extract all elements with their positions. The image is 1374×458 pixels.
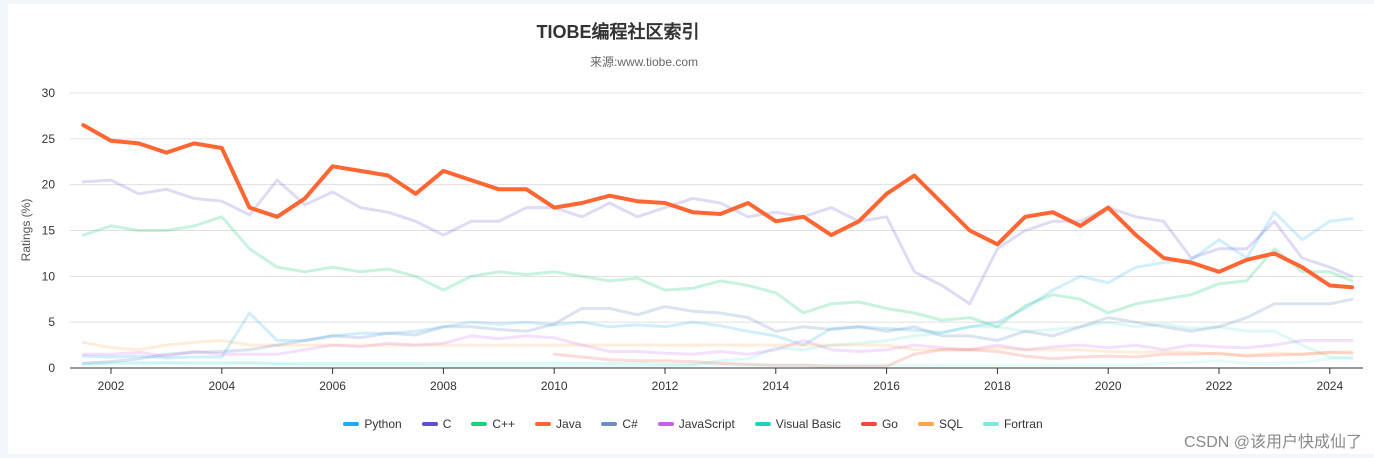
- legend-item-java[interactable]: Java: [535, 417, 581, 431]
- x-tick-label: 2022: [1206, 379, 1233, 393]
- legend-label: C++: [492, 417, 516, 431]
- legend-item-c-[interactable]: C++: [471, 417, 515, 431]
- x-tick-label: 2016: [873, 379, 900, 393]
- legend-swatch-icon: [754, 422, 771, 426]
- series-line-python[interactable]: [81, 210, 1354, 360]
- x-tick-label: 2012: [652, 379, 679, 393]
- legend-item-c-[interactable]: C#: [601, 417, 638, 431]
- y-tick-label: 5: [48, 315, 55, 329]
- legend-label: C#: [622, 417, 638, 431]
- series-line-sql[interactable]: [81, 339, 1354, 357]
- chart-card: [8, 4, 1374, 454]
- legend-label: JavaScript: [678, 417, 735, 431]
- legend-label: Java: [556, 417, 582, 431]
- series-lines: [81, 123, 1354, 368]
- y-tick-label: 20: [42, 178, 56, 192]
- legend-item-fortran[interactable]: Fortran: [982, 417, 1043, 431]
- legend-item-javascript[interactable]: JavaScript: [657, 417, 735, 431]
- y-tick-label: 25: [42, 132, 56, 146]
- y-axis: 0 5 10 15 20 25 30: [42, 86, 56, 375]
- x-tick-label: 2008: [430, 379, 457, 393]
- chart-legend: Python C C++ Java C# JavaScript Visual Basic Go…: [0, 417, 1374, 431]
- legend-item-sql[interactable]: SQL: [917, 417, 963, 431]
- legend-item-visual-basic[interactable]: Visual Basic: [754, 417, 841, 431]
- legend-label: Visual Basic: [775, 417, 841, 431]
- legend-label: Fortran: [1003, 417, 1043, 431]
- legend-swatch-icon: [601, 422, 618, 426]
- series-line-javascript[interactable]: [81, 334, 1354, 358]
- x-tick-label: 2014: [762, 379, 789, 393]
- legend-swatch-icon: [917, 422, 934, 426]
- series-line-go[interactable]: [552, 348, 1354, 368]
- legend-item-python[interactable]: Python: [343, 417, 402, 431]
- x-tick-label: 2010: [541, 379, 568, 393]
- series-line-c[interactable]: [81, 178, 1354, 306]
- x-axis: 2002 2004 2006 2008 2010 2012 2014 2016 2018 2020…: [70, 367, 1363, 393]
- chart-subtitle: 来源:www.tiobe.com: [589, 55, 699, 69]
- legend-swatch-icon: [535, 422, 552, 426]
- y-tick-label: 30: [42, 86, 56, 100]
- series-line-visual-basic[interactable]: [81, 320, 1354, 366]
- series-line-java[interactable]: [81, 123, 1354, 290]
- legend-label: Go: [881, 417, 898, 431]
- chart-title: TIOBE编程社区索引: [536, 22, 700, 42]
- x-tick-label: 2020: [1095, 379, 1122, 393]
- legend-swatch-icon: [860, 422, 877, 426]
- y-tick-label: 15: [42, 224, 56, 238]
- series-line-c-[interactable]: [81, 297, 1354, 365]
- legend-label: C: [442, 417, 452, 431]
- x-tick-label: 2024: [1316, 379, 1343, 393]
- x-tick-label: 2018: [984, 379, 1011, 393]
- legend-item-c[interactable]: C: [421, 417, 452, 431]
- legend-swatch-icon: [982, 422, 999, 426]
- legend-swatch-icon: [343, 422, 360, 426]
- series-line-fortran[interactable]: [81, 355, 1354, 368]
- x-tick-label: 2004: [208, 379, 235, 393]
- legend-swatch-icon: [471, 422, 488, 426]
- legend-item-go[interactable]: Go: [860, 417, 898, 431]
- y-tick-label: 0: [48, 361, 55, 375]
- watermark: CSDN @该用户快成仙了: [1183, 434, 1362, 451]
- y-tick-label: 10: [42, 269, 56, 283]
- x-tick-label: 2006: [319, 379, 346, 393]
- legend-swatch-icon: [421, 422, 438, 426]
- series-line-c-[interactable]: [81, 215, 1354, 329]
- gridlines: [70, 92, 1363, 323]
- legend-label: SQL: [938, 417, 963, 431]
- x-tick-label: 2002: [98, 379, 125, 393]
- legend-label: Python: [364, 417, 402, 431]
- y-axis-label: Ratings (%): [19, 199, 33, 262]
- legend-swatch-icon: [657, 422, 674, 426]
